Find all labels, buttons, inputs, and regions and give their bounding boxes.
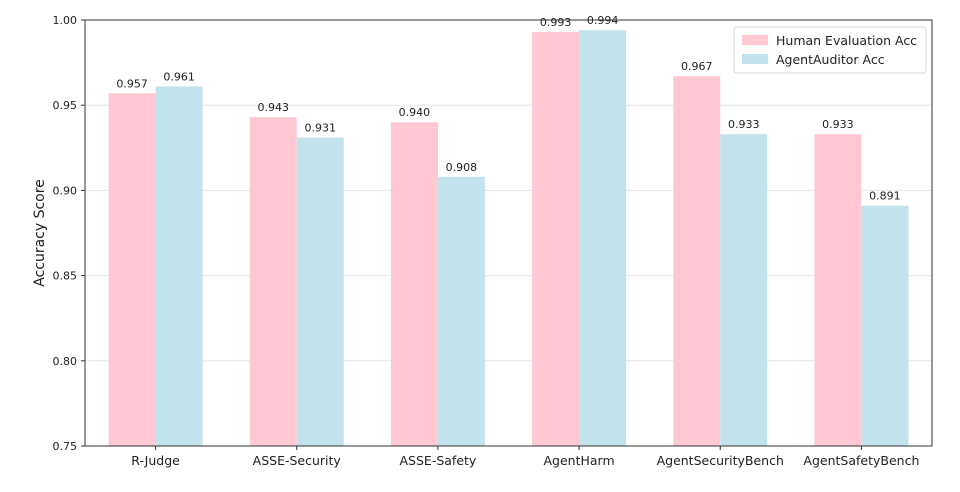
- bar-human: [814, 134, 862, 446]
- y-tick-label: 0.80: [53, 355, 78, 368]
- data-labels: 0.957 0.961 0.943 0.931 0.940 0.908 0.993 0.994…: [116, 14, 900, 203]
- data-label: 0.993: [540, 16, 572, 29]
- y-tick-label: 0.75: [53, 440, 78, 453]
- bar-human: [532, 31, 580, 446]
- data-label: 0.957: [116, 77, 148, 90]
- grid-lines: [85, 19, 932, 447]
- bar-human: [108, 93, 156, 446]
- y-tick-label: 0.85: [53, 270, 78, 283]
- x-tick-label: AgentSecurityBench: [657, 453, 784, 468]
- y-axis: 0.75 0.80 0.85 0.90 0.95 1.00: [53, 14, 85, 453]
- y-tick-label: 1.00: [53, 14, 78, 27]
- y-tick-label: 0.90: [53, 184, 78, 197]
- plot-frame: [84, 19, 933, 447]
- data-label: 0.961: [163, 70, 195, 83]
- legend: Human Evaluation Acc AgentAuditor Acc: [733, 26, 927, 74]
- x-tick-label: ASSE-Safety: [400, 453, 477, 468]
- data-label: 0.943: [258, 101, 290, 114]
- legend-label-agentauditor: AgentAuditor Acc: [776, 52, 885, 67]
- legend-swatch-human: [742, 35, 768, 45]
- x-tick-label: AgentHarm: [544, 453, 615, 468]
- y-tick-label: 0.95: [53, 99, 78, 112]
- x-tick-label: AgentSafetyBench: [803, 453, 919, 468]
- bars: [108, 30, 909, 447]
- legend-box: [733, 26, 927, 74]
- x-tick-label: ASSE-Security: [253, 453, 342, 468]
- data-label: 0.933: [822, 118, 854, 131]
- data-label: 0.931: [305, 122, 337, 135]
- data-label: 0.940: [399, 106, 431, 119]
- data-label: 0.967: [681, 60, 713, 73]
- bar-agentauditor: [720, 134, 768, 446]
- data-label: 0.891: [869, 190, 901, 203]
- legend-swatch-agentauditor: [742, 54, 768, 64]
- bar-human: [390, 122, 438, 447]
- x-axis: R-Judge ASSE-Security ASSE-Safety AgentHarm…: [131, 446, 919, 468]
- bar-agentauditor: [155, 86, 203, 447]
- bar-human: [673, 76, 721, 447]
- y-axis-title: Accuracy Score: [32, 179, 48, 287]
- data-label: 0.994: [587, 14, 619, 27]
- bar-agentauditor: [296, 137, 344, 447]
- legend-label-human: Human Evaluation Acc: [776, 33, 917, 48]
- bar-agentauditor: [579, 30, 627, 446]
- bar-agentauditor: [437, 176, 485, 446]
- data-label: 0.908: [446, 161, 478, 174]
- bar-human: [249, 117, 297, 447]
- bar-agentauditor: [861, 205, 909, 446]
- data-label: 0.933: [728, 118, 760, 131]
- x-tick-label: R-Judge: [131, 453, 180, 468]
